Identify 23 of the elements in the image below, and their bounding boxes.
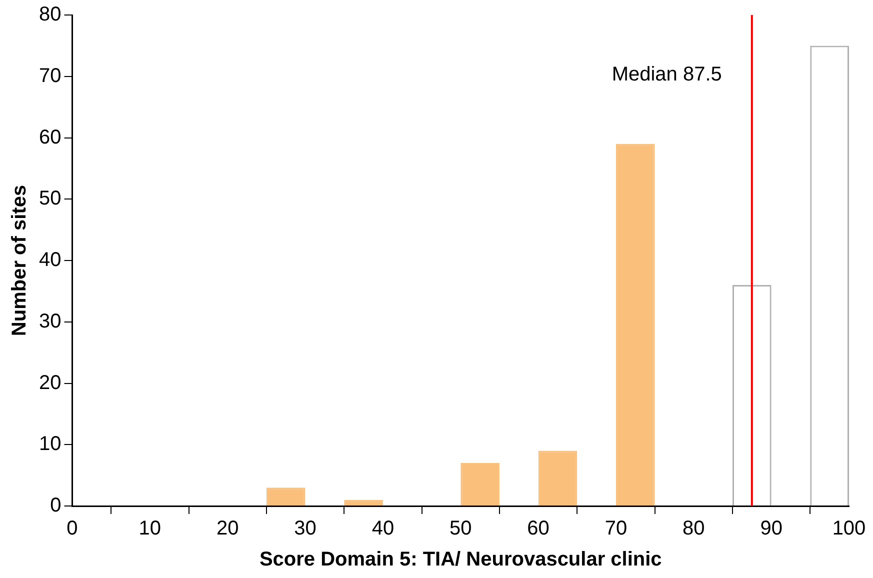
x-tick-label: 40 [372,518,394,540]
x-tick-label: 0 [66,518,78,540]
y-tick-label: 20 [38,372,62,394]
y-tick-label: 50 [38,188,62,210]
x-tick-label: 20 [216,518,239,540]
y-tick-label: 0 [50,494,62,517]
y-tick-label: 30 [38,310,62,332]
x-tick-label: 90 [760,518,782,540]
y-tick-label: 10 [38,433,62,456]
x-tick-label: 30 [294,518,316,540]
y-tick-label: 60 [38,126,62,148]
x-tick-label: 70 [604,518,628,540]
y-tick-label: 80 [38,4,62,26]
x-tick-label: 50 [450,518,472,540]
x-tick-label: 80 [682,518,705,540]
x-tick-label: 10 [138,518,162,540]
x-tick-label: 100 [832,518,866,540]
ref-line-label: Median 87.5 [612,64,722,86]
x-tick-label: 60 [527,518,550,540]
y-axis-title: Number of sites [8,184,31,336]
y-tick-label: 40 [38,249,62,272]
y-tick-label: 70 [38,64,62,87]
x-axis-title: Score Domain 5: TIA/ Neurovascular clinic [259,548,662,571]
